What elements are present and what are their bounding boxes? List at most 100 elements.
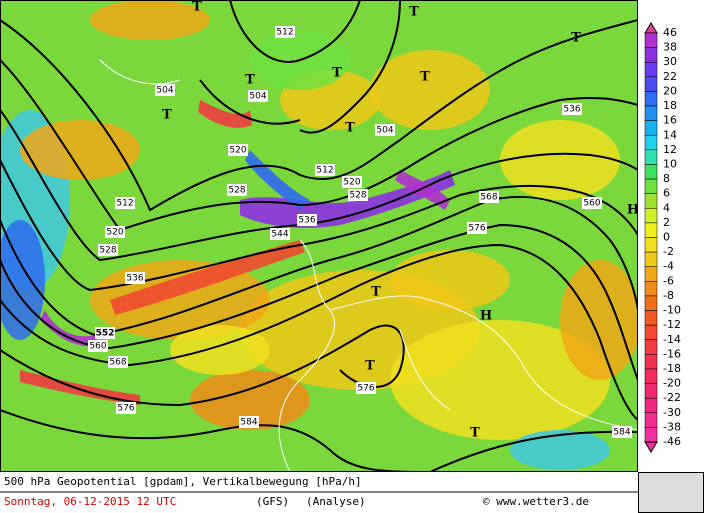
contour-label-bg [108, 356, 128, 368]
legend-swatch [644, 295, 658, 311]
legend-swatch [644, 76, 658, 92]
field-area [390, 250, 510, 310]
pressure-marker: T [470, 426, 480, 441]
legend-swatch [644, 91, 658, 107]
pressure-marker: T [245, 73, 255, 88]
contour-label: 520 [343, 178, 360, 188]
legend-label: 2 [663, 216, 670, 229]
field-band [395, 170, 450, 210]
footer-date: Sonntag, 06-12-2015 12 UTC [4, 495, 176, 508]
legend-label: 6 [663, 187, 670, 200]
contour-label-bg [125, 272, 145, 284]
pressure-marker: T [420, 70, 430, 85]
legend-swatch [644, 383, 658, 399]
pressure-marker: T [332, 66, 342, 81]
legend-cap-bottom [644, 441, 658, 453]
footer-title: 500 hPa Geopotential [gpdam], Vertikalbe… [4, 475, 362, 488]
legend-swatch [644, 251, 658, 267]
contour-label-bg [115, 197, 135, 209]
legend-label: 14 [663, 128, 677, 141]
contour-label-bg [95, 327, 115, 339]
contour-label: 576 [468, 224, 485, 234]
contour-label: 576 [117, 404, 134, 414]
legend-swatch [644, 354, 658, 370]
contour-label-bg [467, 222, 487, 234]
field-area [390, 320, 610, 440]
map-area: 512 504 504 504 512 520 520 528 528 536 544 536 552 5… [0, 0, 638, 472]
contour-label-bg [248, 90, 268, 102]
legend-swatch [644, 310, 658, 326]
legend-label: 18 [663, 99, 677, 112]
legend-label: -38 [663, 420, 681, 433]
pressure-marker: T [409, 5, 419, 20]
contour-label-bg [270, 228, 290, 240]
footer-run: (Analyse) [306, 495, 366, 508]
legend-label: 22 [663, 70, 677, 83]
contour-label-bg [88, 340, 108, 352]
legend-label: -16 [663, 347, 681, 360]
pressure-marker: T [192, 0, 202, 15]
legend-swatch [644, 32, 658, 48]
contour-label-bg [479, 191, 499, 203]
pressure-marker: H [480, 309, 492, 324]
contour-label: 504 [156, 86, 173, 96]
legend-swatch [644, 164, 658, 180]
pressure-marker: T [371, 285, 381, 300]
legend-swatch [644, 412, 658, 428]
legend-swatch [644, 368, 658, 384]
contour-label-bg [375, 124, 395, 136]
legend-swatch [644, 105, 658, 121]
contour-label: 576 [357, 384, 374, 394]
coastlines [99, 59, 638, 472]
map-frame [0, 0, 638, 472]
legend-label: -2 [663, 245, 674, 258]
legend-label: -30 [663, 406, 681, 419]
contour-label-bg [348, 189, 368, 201]
legend-swatch [644, 237, 658, 253]
contour-label: 512 [116, 199, 133, 209]
contour-label: 568 [480, 193, 497, 203]
color-legend: 4638302220181614121086420-2-4-6-8-10-12-… [644, 22, 681, 453]
legend-label: -18 [663, 362, 681, 375]
legend-swatch [644, 397, 658, 414]
contour-label: 536 [298, 216, 315, 226]
legend-swatch [644, 193, 658, 209]
contour-label-bg [562, 103, 582, 115]
contour-label: 504 [376, 126, 393, 136]
legend-swatch [644, 47, 658, 63]
contour-label-bg [582, 197, 602, 209]
contour-label: 528 [349, 191, 366, 201]
contour-label: 536 [126, 274, 143, 284]
contour-label-bg [315, 164, 335, 176]
field-band [40, 310, 100, 347]
legend-swatch [644, 281, 658, 297]
legend-label: 20 [663, 84, 677, 97]
legend-label: -20 [663, 377, 681, 390]
legend-swatch [644, 324, 658, 340]
contour-label: 568 [109, 358, 126, 368]
contour-label: 520 [229, 146, 246, 156]
legend-swatch [644, 339, 658, 355]
contour-label: 584 [240, 418, 257, 428]
legend-label: -10 [663, 304, 681, 317]
legend-label: -12 [663, 318, 681, 331]
contour-label-bg [98, 244, 118, 256]
contour-label: 504 [249, 92, 266, 102]
legend-label: 4 [663, 201, 670, 214]
field-area [370, 50, 490, 130]
contour-label-bg [155, 84, 175, 96]
contour-label-bg [228, 144, 248, 156]
geopotential-contours [0, 0, 638, 472]
contour-label: 512 [276, 28, 293, 38]
contour-label: 520 [106, 228, 123, 238]
legend-swatch [644, 266, 658, 282]
field-band [110, 240, 305, 315]
footer-model: (GFS) [256, 495, 289, 508]
contour-label: 528 [228, 186, 245, 196]
contour-label-bg [612, 426, 632, 438]
contour-label-bg [239, 416, 259, 428]
legend-label: 46 [663, 26, 677, 39]
contour-label-bg [297, 214, 317, 226]
